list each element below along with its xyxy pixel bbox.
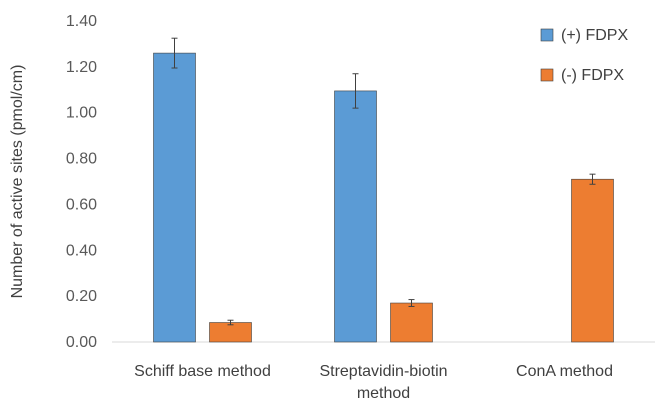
y-tick-label: 0.60: [66, 196, 97, 213]
y-axis-title: Number of active sites (pmol/cm): [9, 65, 26, 299]
legend-swatch: [540, 68, 554, 82]
bar-minus-fdpx: [571, 178, 614, 343]
x-category-label: method: [357, 385, 410, 402]
legend-label: (+) FDPX: [561, 27, 628, 44]
x-category-label: ConA method: [516, 363, 613, 380]
x-axis-categories: Schiff base method Streptavidin-biotin met…: [134, 363, 613, 402]
y-tick-label: 0.80: [66, 151, 97, 168]
bar-minus-fdpx: [209, 322, 252, 343]
bars: [153, 52, 614, 343]
y-tick-label: 1.40: [66, 13, 97, 30]
x-category-label: Streptavidin-biotin: [319, 363, 447, 380]
y-tick-label: 1.20: [66, 59, 97, 76]
y-tick-label: 0.00: [66, 334, 97, 351]
error-bars: [171, 37, 596, 326]
bar-minus-fdpx: [390, 302, 433, 343]
y-tick-label: 0.40: [66, 242, 97, 259]
x-category-label: Schiff base method: [134, 363, 271, 380]
bar-plus-fdpx: [334, 90, 377, 343]
bar-plus-fdpx: [153, 52, 196, 343]
y-axis-ticks: 0.00 0.20 0.40 0.60 0.80 1.00 1.20 1.40: [66, 13, 97, 351]
legend: (+) FDPX (-) FDPX: [540, 27, 628, 84]
legend-label: (-) FDPX: [561, 67, 624, 84]
legend-swatch: [540, 28, 554, 42]
y-tick-label: 0.20: [66, 288, 97, 305]
y-tick-label: 1.00: [66, 105, 97, 122]
